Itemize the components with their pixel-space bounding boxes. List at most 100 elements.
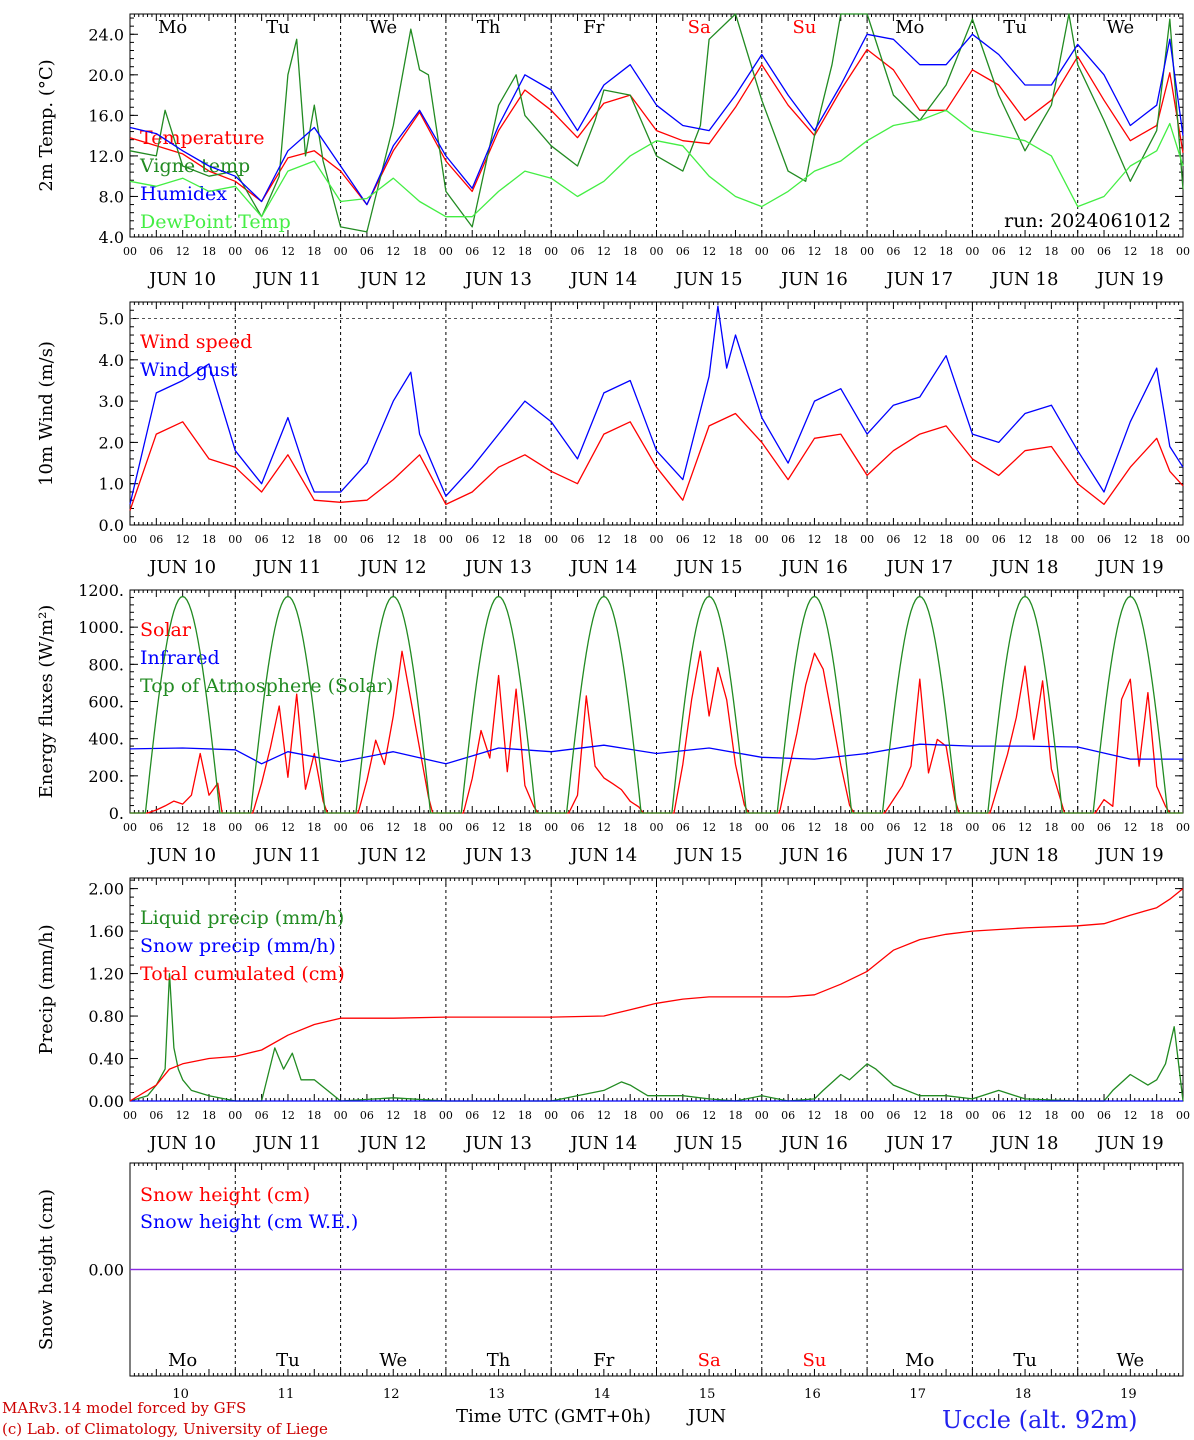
x-tick-label: 00 <box>123 1109 137 1122</box>
date-label: JUN 13 <box>463 845 532 866</box>
x-tick-label: 12 <box>386 1109 400 1122</box>
series-line-precip-2 <box>129 888 1184 1102</box>
day-number-label: 15 <box>699 1387 716 1402</box>
legend-entry: Wind speed <box>140 331 252 353</box>
x-tick-label: 18 <box>1044 245 1058 258</box>
plot-frame <box>129 589 1184 814</box>
x-tick-label: 00 <box>1071 1109 1085 1122</box>
x-tick-label: 18 <box>413 1109 427 1122</box>
date-label: JUN 19 <box>1095 845 1164 866</box>
y-tick-label: 0.80 <box>88 1007 124 1026</box>
x-tick-label: 00 <box>650 533 664 546</box>
y-tick-label: 8.0 <box>99 187 124 206</box>
y-tick-label: 0.0 <box>99 516 124 535</box>
weekday-label: Su <box>802 1350 826 1371</box>
legend-entry: Snow height (cm W.E.) <box>140 1211 358 1233</box>
x-tick-label: 12 <box>807 533 821 546</box>
legend-entry: Liquid precip (mm/h) <box>140 907 344 929</box>
x-tick-label: 00 <box>439 533 453 546</box>
x-tick-label: 18 <box>202 533 216 546</box>
weekday-label: We <box>1117 1350 1145 1371</box>
x-tick-label: 00 <box>965 1109 979 1122</box>
series-line-temp-2 <box>129 33 1184 206</box>
x-tick-label: 00 <box>334 245 348 258</box>
x-tick-label: 12 <box>1123 1109 1137 1122</box>
date-label: JUN 13 <box>463 269 532 290</box>
x-tick-label: 12 <box>807 245 821 258</box>
y-tick-label: 20.0 <box>88 66 124 85</box>
x-tick-label: 00 <box>228 1109 242 1122</box>
weekday-label: Su <box>792 17 816 38</box>
weekday-label: Mo <box>905 1350 934 1371</box>
x-tick-label: 18 <box>307 1109 321 1122</box>
y-tick-label: 3.0 <box>99 392 124 411</box>
x-tick-label: 00 <box>544 821 558 834</box>
x-tick-label: 18 <box>939 245 953 258</box>
x-tick-label: 00 <box>1176 245 1190 258</box>
legend-entry: DewPoint Temp <box>140 211 291 233</box>
date-label: JUN 15 <box>674 1133 743 1154</box>
legend-entry: Humidex <box>140 183 227 205</box>
x-tick-label: 00 <box>965 245 979 258</box>
y-axis-title: 2m Temp. (°C) <box>36 59 57 191</box>
legend-entry: Top of Atmosphere (Solar) <box>140 675 393 697</box>
legend-entry: Infrared <box>140 647 220 669</box>
x-tick-label: 00 <box>650 1109 664 1122</box>
weekday-label: We <box>379 1350 407 1371</box>
x-tick-label: 18 <box>728 533 742 546</box>
y-tick-label: 16.0 <box>88 106 124 125</box>
weekday-label: Mo <box>895 17 924 38</box>
x-tick-label: 12 <box>1123 533 1137 546</box>
x-tick-label: 12 <box>281 821 295 834</box>
y-axis-title: Precip (mm/h) <box>36 924 57 1054</box>
x-tick-label: 00 <box>1071 245 1085 258</box>
date-label: JUN 18 <box>990 845 1059 866</box>
x-tick-label: 00 <box>334 533 348 546</box>
x-tick-label: 06 <box>465 1109 479 1122</box>
weekday-label: We <box>369 17 397 38</box>
legend-entry: Solar <box>140 619 192 641</box>
x-tick-label: 00 <box>1176 821 1190 834</box>
y-tick-label: 0. <box>109 804 124 823</box>
x-tick-label: 18 <box>413 533 427 546</box>
x-tick-label: 06 <box>571 1109 585 1122</box>
series-line-temp-0 <box>129 48 1184 206</box>
x-tick-label: 00 <box>228 245 242 258</box>
date-label: JUN 16 <box>779 845 848 866</box>
y-tick-label: 600. <box>88 693 124 712</box>
x-tick-label: 06 <box>1097 821 1111 834</box>
y-tick-label: 1200. <box>78 581 124 600</box>
x-axis-title: Time UTC (GMT+0h) <box>456 1406 651 1427</box>
x-tick-label: 12 <box>176 245 190 258</box>
date-label: JUN 18 <box>990 269 1059 290</box>
date-label: JUN 19 <box>1095 269 1164 290</box>
y-tick-label: 0.40 <box>88 1050 124 1069</box>
x-axis-month: JUN <box>686 1406 726 1427</box>
x-tick-label: 18 <box>413 821 427 834</box>
x-tick-label: 00 <box>228 533 242 546</box>
x-tick-label: 00 <box>123 821 137 834</box>
x-tick-label: 06 <box>149 245 163 258</box>
weekday-label: Sa <box>688 17 711 38</box>
model-caption: MARv3.14 model forced by GFS <box>2 1399 246 1417</box>
y-tick-label: 1.60 <box>88 922 124 941</box>
x-tick-label: 06 <box>886 821 900 834</box>
x-tick-label: 06 <box>676 1109 690 1122</box>
x-tick-label: 06 <box>676 245 690 258</box>
date-label: JUN 12 <box>358 845 427 866</box>
day-number-label: 14 <box>594 1387 611 1402</box>
x-tick-label: 06 <box>886 1109 900 1122</box>
x-tick-label: 18 <box>1150 1109 1164 1122</box>
x-tick-label: 06 <box>886 533 900 546</box>
weekday-label: Fr <box>593 1350 614 1371</box>
y-tick-label: 12.0 <box>88 147 124 166</box>
x-tick-label: 18 <box>202 1109 216 1122</box>
x-tick-label: 06 <box>360 1109 374 1122</box>
y-tick-label: 5.0 <box>99 310 124 329</box>
x-tick-label: 12 <box>1018 1109 1032 1122</box>
panel-wind: 0.0 1.0 2.0 3.0 4.0 5.0 10m Wind (m/s) 00 06 12 18… <box>36 301 1190 578</box>
series-line-temp-1 <box>129 13 1184 233</box>
x-tick-label: 18 <box>623 533 637 546</box>
x-tick-label: 18 <box>307 821 321 834</box>
y-tick-label: 1000. <box>78 618 124 637</box>
